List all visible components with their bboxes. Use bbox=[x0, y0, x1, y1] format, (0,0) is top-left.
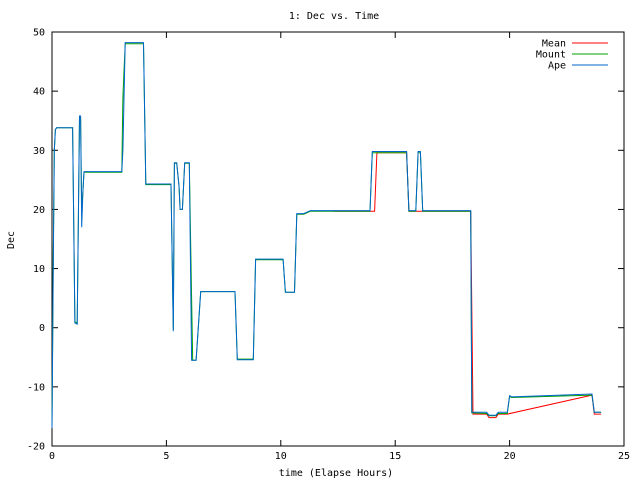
x-tick-label: 20 bbox=[504, 451, 516, 462]
x-tick-label: 25 bbox=[618, 451, 630, 462]
y-tick-label: -20 bbox=[27, 442, 45, 453]
legend-label-mount: Mount bbox=[536, 50, 566, 61]
y-axis-label: Dec bbox=[6, 231, 17, 249]
y-tick-label: 0 bbox=[39, 323, 45, 334]
x-axis-label: time (Elapse Hours) bbox=[279, 468, 393, 479]
x-tick-label: 0 bbox=[49, 451, 55, 462]
series-line-mean bbox=[333, 152, 602, 419]
series-line-mount bbox=[51, 43, 602, 426]
x-tick-label: 10 bbox=[275, 451, 287, 462]
y-tick-label: 10 bbox=[33, 264, 45, 275]
plot-frame bbox=[51, 31, 625, 447]
x-tick-label: 15 bbox=[389, 451, 401, 462]
legend-label-mean: Mean bbox=[542, 39, 566, 50]
chart-title: 1: Dec vs. Time bbox=[289, 11, 379, 22]
y-tick-label: 50 bbox=[33, 28, 45, 39]
series-line-ape bbox=[51, 42, 602, 429]
legend-label-ape: Ape bbox=[548, 61, 566, 72]
y-tick-label: 20 bbox=[33, 205, 45, 216]
y-tick-label: 40 bbox=[33, 87, 45, 98]
y-tick-label: -10 bbox=[27, 382, 45, 393]
y-tick-label: 30 bbox=[33, 146, 45, 157]
x-tick-label: 5 bbox=[163, 451, 169, 462]
